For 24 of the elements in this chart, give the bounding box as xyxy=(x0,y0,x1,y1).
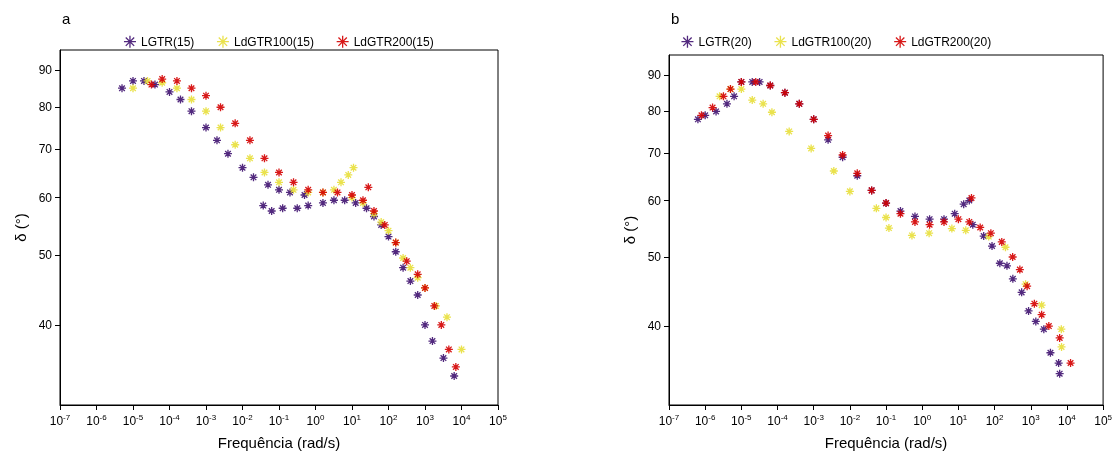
chart-title: a xyxy=(62,10,71,27)
y-tick-label: 70 xyxy=(38,142,53,157)
chart-title: b xyxy=(671,10,680,27)
y-tick-label: 40 xyxy=(38,317,53,332)
y-axis-title: δ (°) xyxy=(620,215,638,245)
y-tick-label: 80 xyxy=(38,100,53,115)
legend-label: LGTR(15) xyxy=(140,34,195,49)
x-axis-title: Frequência (rad/s) xyxy=(217,434,341,451)
y-tick-label: 70 xyxy=(647,145,662,160)
legend-label: LdGTR100(15) xyxy=(233,34,314,49)
y-tick-label: 80 xyxy=(647,104,662,119)
legend-label: LdGTR100(20) xyxy=(791,34,872,49)
legend-label: LdGTR200(20) xyxy=(911,34,992,49)
y-tick-label: 50 xyxy=(38,247,53,262)
x-axis-title: Frequência (rad/s) xyxy=(824,434,948,451)
y-tick-label: 60 xyxy=(647,193,662,208)
legend-label: LGTR(20) xyxy=(698,34,752,49)
y-tick-label: 60 xyxy=(38,190,53,205)
y-tick-label: 50 xyxy=(647,249,662,264)
legend-label: LdGTR200(15) xyxy=(353,34,434,49)
y-axis-title: δ (°) xyxy=(11,213,29,242)
y-tick-label: 90 xyxy=(38,63,53,78)
y-tick-label: 40 xyxy=(647,319,662,334)
y-tick-label: 90 xyxy=(647,67,662,82)
